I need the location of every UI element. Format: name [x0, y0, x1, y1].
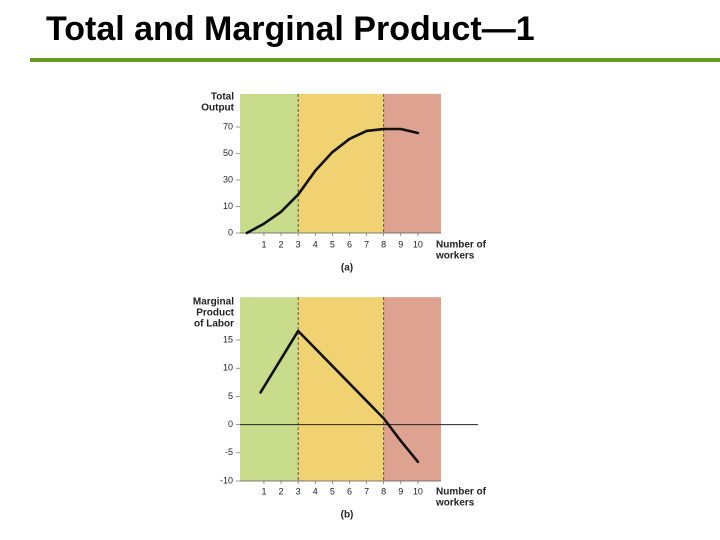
title-rule	[30, 58, 720, 62]
x-tick-label: 7	[364, 239, 369, 249]
y-tick-label: -10	[220, 475, 233, 485]
x-tick-label: 4	[313, 486, 318, 496]
x-tick-label: 9	[398, 486, 403, 496]
x-tick-label: 3	[296, 486, 301, 496]
data-line	[245, 127, 420, 235]
region-band	[240, 93, 299, 233]
y-tick-label: 0	[228, 419, 233, 429]
x-tick-label: 3	[296, 239, 301, 249]
region-band	[298, 93, 384, 233]
y-axis-title: Marginal	[193, 297, 234, 308]
x-tick-label: 8	[381, 486, 386, 496]
x-tick-label: 8	[381, 239, 386, 249]
y-axis-title: Product	[196, 308, 234, 319]
x-tick-label: 9	[398, 239, 403, 249]
x-axis-title: workers	[435, 251, 475, 262]
x-tick-label: 2	[279, 239, 284, 249]
x-tick-label: 6	[347, 486, 352, 496]
region-band	[240, 297, 299, 481]
y-tick-label: 50	[223, 148, 233, 158]
panel-label: (a)	[341, 263, 353, 274]
x-tick-label: 6	[347, 239, 352, 249]
x-tick-label: 5	[330, 239, 335, 249]
y-tick-label: 30	[223, 174, 233, 184]
y-axis-title: Output	[201, 103, 234, 114]
region-band	[298, 297, 384, 481]
y-axis-title: of Labor	[194, 319, 234, 330]
x-tick-label: 10	[413, 486, 423, 496]
x-tick-label: 7	[364, 486, 369, 496]
data-line	[259, 329, 420, 464]
region-band	[383, 297, 441, 481]
x-tick-label: 2	[279, 486, 284, 496]
x-tick-label: 10	[413, 239, 423, 249]
y-tick-label: -5	[225, 447, 233, 457]
x-tick-label: 4	[313, 239, 318, 249]
panel-label: (b)	[341, 510, 354, 521]
x-axis-title: Number of	[436, 487, 487, 498]
y-axis-title: Total	[211, 92, 234, 103]
x-axis-title: Number of	[436, 240, 487, 251]
y-tick-label: 5	[228, 391, 233, 401]
x-tick-label: 1	[261, 239, 266, 249]
y-tick-label: 0	[228, 227, 233, 237]
slide-title: Total and Marginal Product—1	[46, 10, 535, 48]
y-tick-label: 10	[223, 363, 233, 373]
y-tick-label: 10	[223, 201, 233, 211]
y-tick-label: 15	[223, 334, 233, 344]
region-band	[383, 93, 441, 233]
x-tick-label: 5	[330, 486, 335, 496]
x-tick-label: 1	[261, 486, 266, 496]
x-axis-title: workers	[435, 498, 475, 509]
y-tick-label: 70	[223, 121, 233, 131]
